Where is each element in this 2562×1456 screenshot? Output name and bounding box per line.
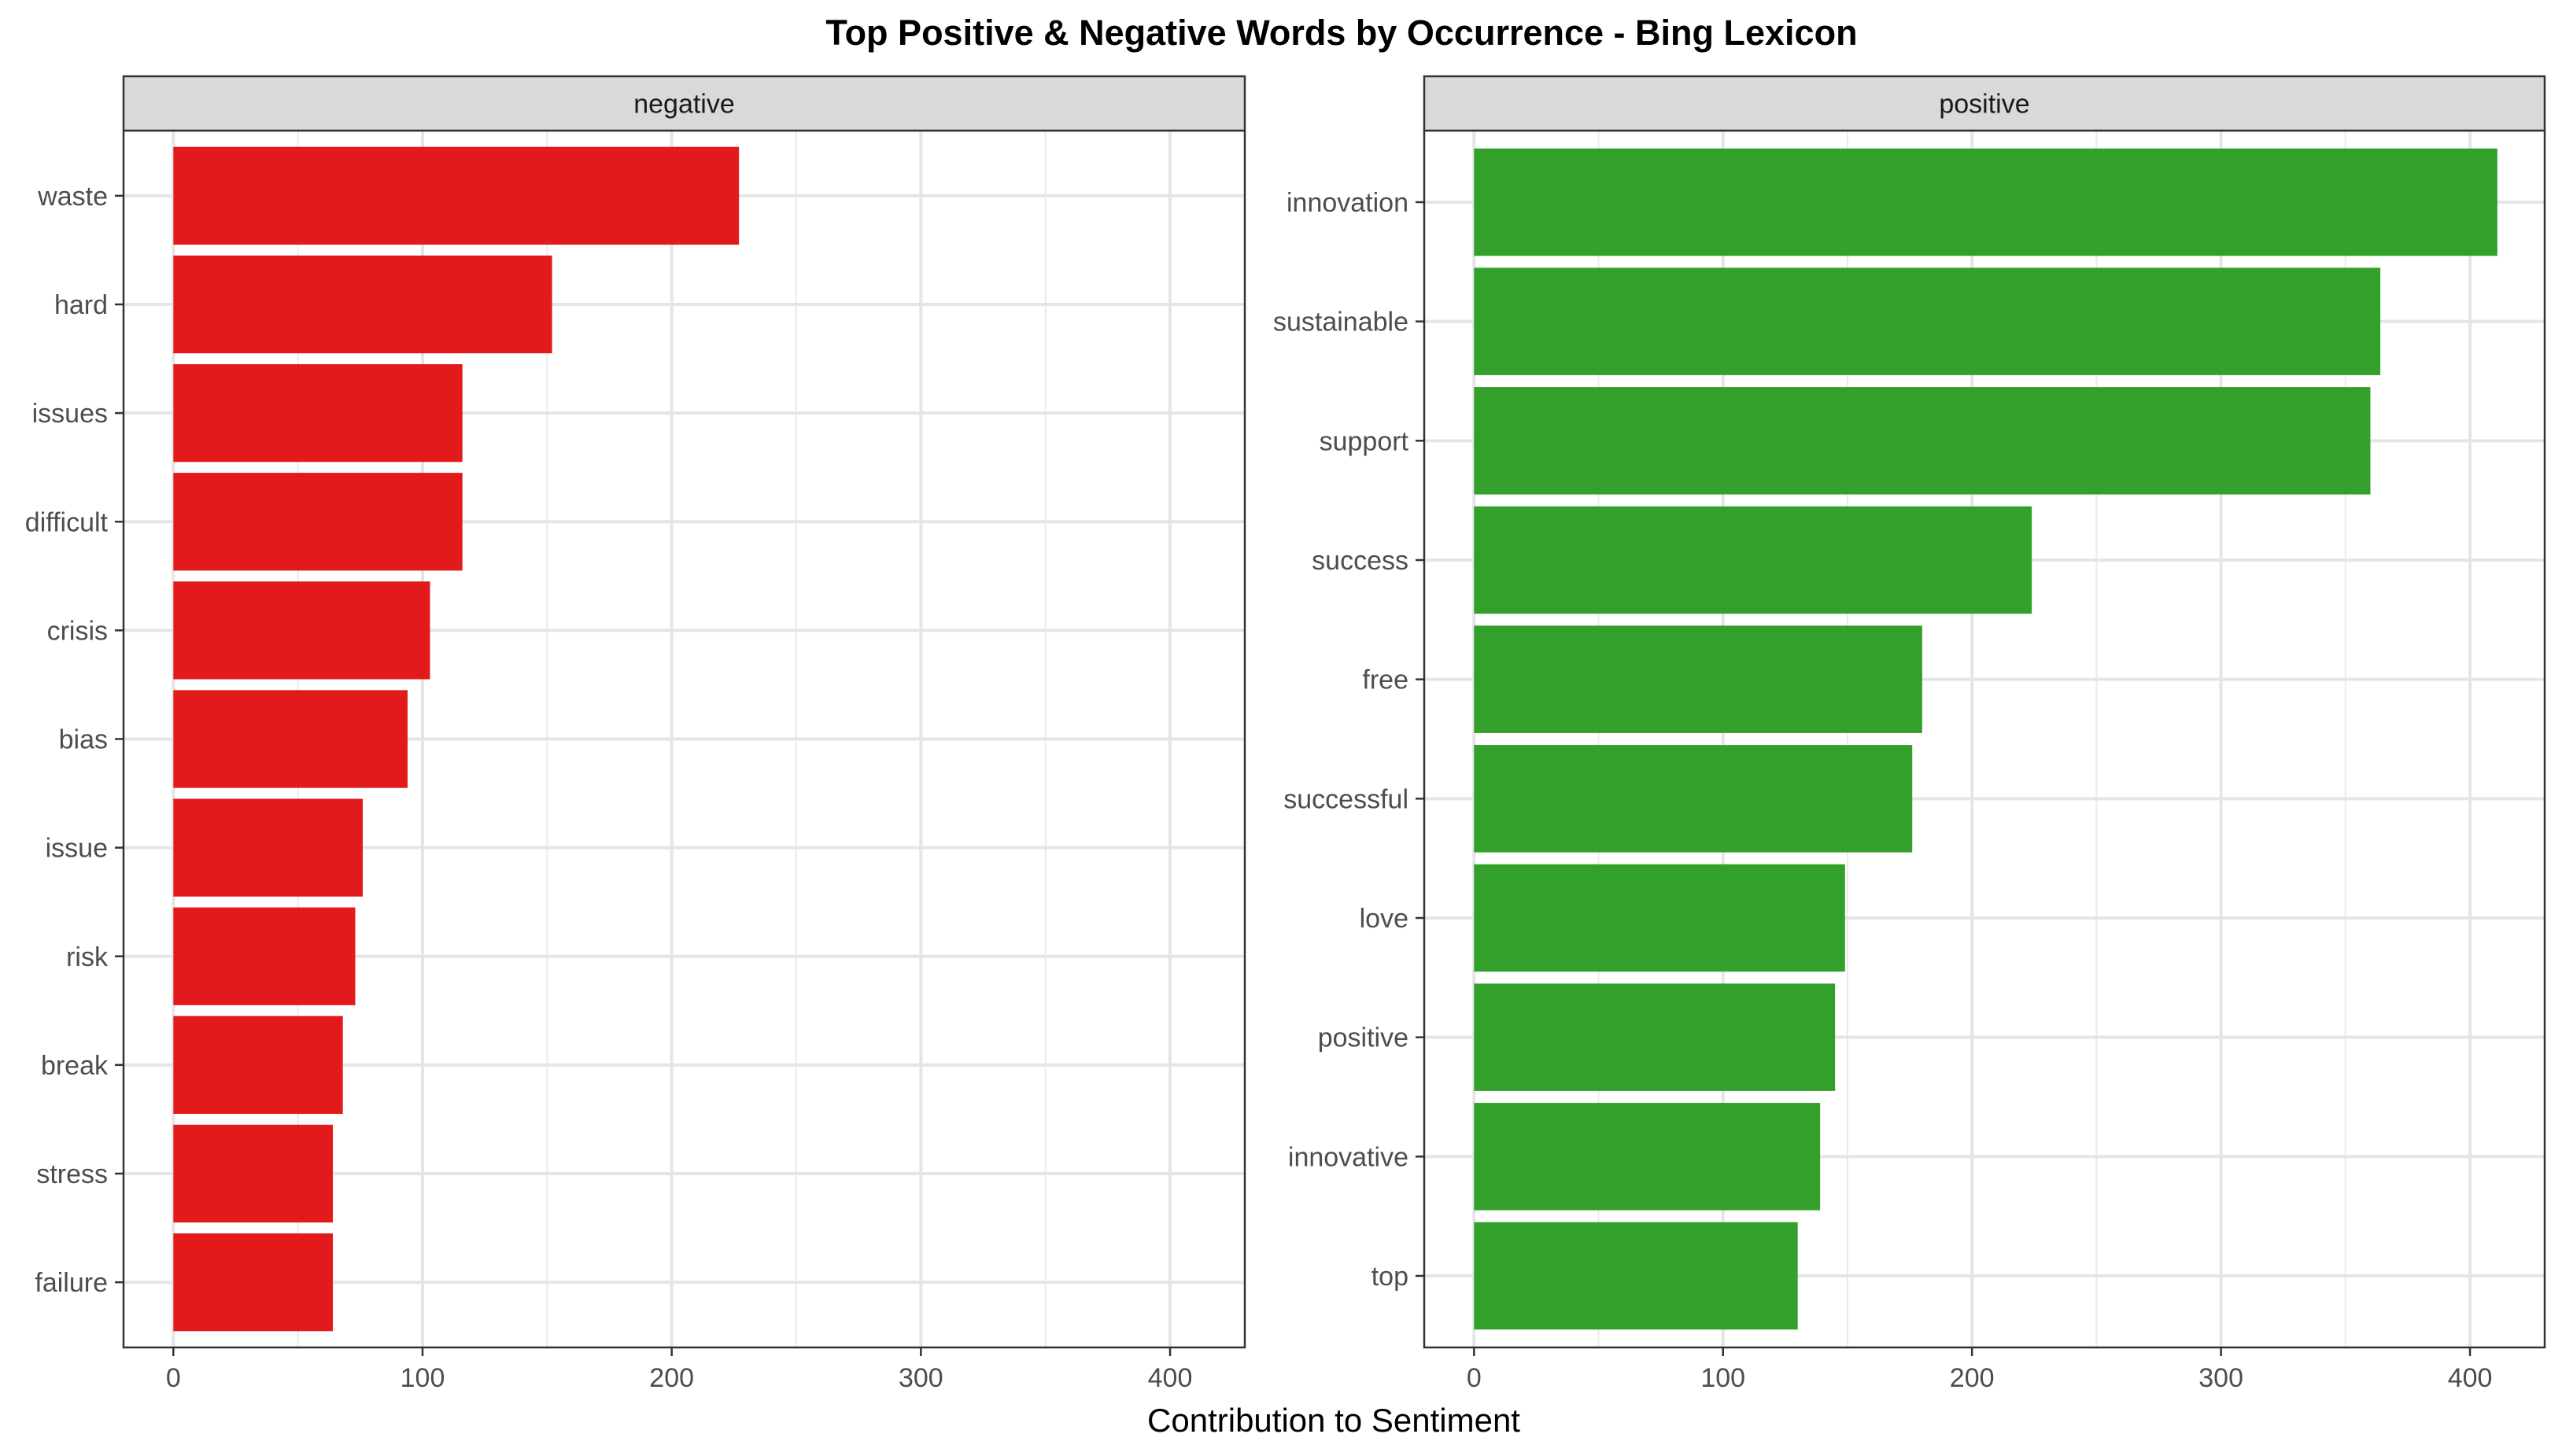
- y-tick-label: risk: [66, 942, 109, 972]
- bar-bias: [173, 690, 408, 788]
- x-tick-label: 400: [1148, 1363, 1193, 1393]
- bar-crisis: [173, 581, 430, 680]
- y-tick-label: break: [41, 1051, 109, 1081]
- bar-free: [1474, 625, 1922, 733]
- panel-negative: negative waste hard issues difficult crisis bi…: [25, 75, 1246, 1393]
- strip-background: [122, 75, 1246, 132]
- y-tick-label: hard: [54, 290, 108, 320]
- x-tick-label: 300: [2198, 1363, 2243, 1393]
- y-tick-label: support: [1320, 426, 1409, 456]
- bar-issue: [173, 798, 363, 897]
- x-axis-label: Contribution to Sentiment: [1147, 1402, 1520, 1439]
- x-tick-label: 100: [1700, 1363, 1745, 1393]
- bar-stress: [173, 1124, 333, 1223]
- bar-successful: [1474, 745, 1913, 853]
- x-tick-label: 0: [166, 1363, 181, 1393]
- strip-label: positive: [1939, 90, 2029, 120]
- bar-risk: [173, 907, 356, 1005]
- y-tick-label: successful: [1283, 784, 1408, 814]
- x-tick-label: 100: [401, 1363, 445, 1393]
- bar-innovative: [1474, 1103, 1821, 1211]
- bar-innovation: [1474, 148, 2497, 256]
- y-tick-label: issues: [32, 399, 108, 429]
- y-tick-label: innovation: [1287, 188, 1408, 218]
- y-tick-label: positive: [1318, 1023, 1408, 1053]
- bar-top: [1474, 1222, 1798, 1330]
- y-tick-label: innovative: [1288, 1142, 1408, 1172]
- y-tick-label: crisis: [47, 616, 108, 646]
- x-tick-label: 0: [1467, 1363, 1482, 1393]
- bar-success: [1474, 506, 2032, 614]
- y-tick-label: success: [1312, 546, 1408, 576]
- y-tick-label: issue: [46, 834, 108, 864]
- x-tick-label: 200: [1950, 1363, 1995, 1393]
- bar-issues: [173, 363, 463, 463]
- y-tick-label: bias: [59, 725, 108, 755]
- bar-waste: [173, 146, 740, 245]
- bar-sustainable: [1474, 267, 2381, 375]
- bar-hard: [173, 255, 552, 354]
- bar-support: [1474, 387, 2371, 495]
- strip-background: [1423, 75, 2546, 132]
- x-tick-label: 300: [899, 1363, 943, 1393]
- bar-positive: [1474, 983, 1836, 1091]
- bar-break: [173, 1016, 343, 1115]
- y-tick-label: failure: [35, 1268, 108, 1298]
- bar-failure: [173, 1233, 333, 1332]
- chart-title: Top Positive & Negative Words by Occurre…: [825, 13, 1857, 53]
- y-tick-label: sustainable: [1273, 308, 1408, 337]
- strip-label: negative: [633, 90, 735, 120]
- bar-love: [1474, 864, 1845, 972]
- y-tick-label: love: [1360, 904, 1408, 934]
- bar-difficult: [173, 473, 463, 571]
- y-tick-label: waste: [37, 182, 108, 212]
- y-tick-label: top: [1371, 1262, 1408, 1292]
- x-tick-label: 200: [649, 1363, 694, 1393]
- y-tick-label: stress: [36, 1159, 108, 1189]
- y-tick-label: free: [1362, 665, 1408, 695]
- panel-positive: positive innovation sustainable support succ…: [1273, 75, 2546, 1393]
- x-tick-label: 400: [2448, 1363, 2493, 1393]
- y-tick-label: difficult: [25, 507, 109, 537]
